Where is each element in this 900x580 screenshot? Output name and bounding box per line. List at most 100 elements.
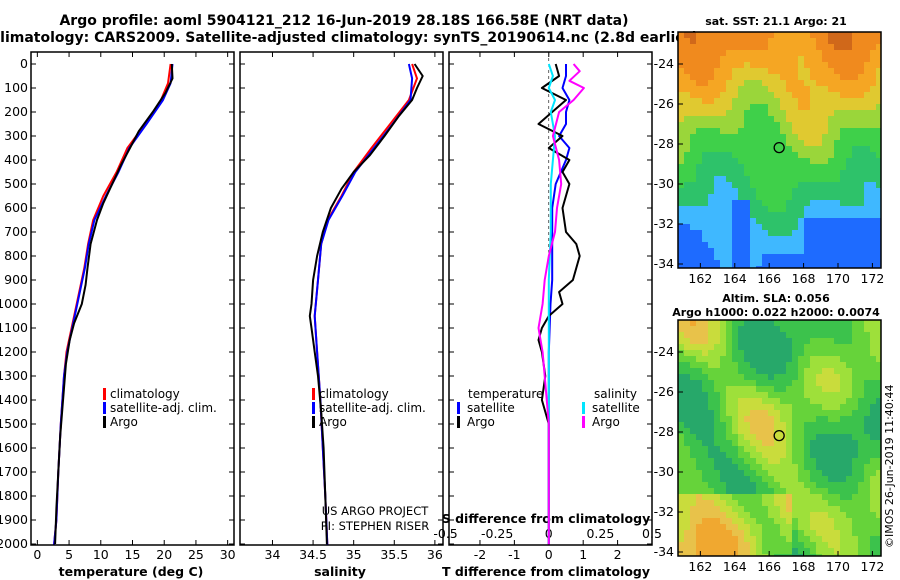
map-cell (720, 332, 727, 339)
map-cell (720, 206, 727, 213)
map-cell (786, 266, 793, 268)
map-cell (738, 170, 745, 177)
map-cell (684, 428, 691, 435)
map-cell (714, 110, 721, 117)
map-cell (702, 242, 709, 249)
map-cell (720, 392, 727, 399)
map-cell (702, 182, 709, 189)
map-cell (876, 344, 881, 351)
map-cell (864, 128, 871, 135)
map-cell (816, 416, 823, 423)
map-cell (870, 128, 877, 135)
map-cell (840, 224, 847, 231)
map-cell (714, 218, 721, 225)
map-cell (846, 224, 853, 231)
map-cell (828, 116, 835, 123)
map-cell (810, 116, 817, 123)
map-cell (876, 338, 881, 345)
map-cell (756, 482, 763, 489)
map-cell (846, 530, 853, 537)
map-cell (732, 392, 739, 399)
map-cell (708, 326, 715, 333)
y-tick-label: 100 (4, 80, 28, 95)
map-cell (762, 320, 769, 327)
map-cell (876, 134, 881, 141)
map-cell (870, 410, 877, 417)
map-cell (834, 116, 841, 123)
map-cell (708, 392, 715, 399)
map-cell (678, 548, 685, 555)
map-cell (696, 482, 703, 489)
map-cell (834, 230, 841, 237)
map-cell (780, 350, 787, 357)
map-cell (870, 326, 877, 333)
map-cell (744, 536, 751, 543)
map-cell (732, 482, 739, 489)
map-cell (768, 404, 775, 411)
map-cell (846, 356, 853, 363)
map-y-tick-label: -28 (654, 424, 674, 439)
map-cell (750, 236, 757, 243)
map-cell (864, 98, 871, 105)
map-cell (684, 188, 691, 195)
map-cell (714, 254, 721, 261)
map-cell (732, 530, 739, 537)
legend-label: Argo (110, 415, 138, 429)
map-cell (810, 218, 817, 225)
map-cell (690, 344, 697, 351)
map-cell (750, 458, 757, 465)
map-cell (702, 404, 709, 411)
map-cell (810, 194, 817, 201)
map-cell (864, 212, 871, 219)
map-cell (702, 434, 709, 441)
map-cell (798, 356, 805, 363)
map-cell (678, 482, 685, 489)
map-cell (726, 224, 733, 231)
map-cell (696, 200, 703, 207)
map-cell (756, 200, 763, 207)
map-cell (852, 338, 859, 345)
map-cell (684, 458, 691, 465)
map-cell (798, 500, 805, 507)
map-cell (762, 92, 769, 99)
map-cell (690, 362, 697, 369)
map-cell (822, 50, 829, 57)
map-cell (750, 500, 757, 507)
map-cell (732, 380, 739, 387)
map-cell (876, 350, 881, 357)
map-cell (792, 116, 799, 123)
map-cell (690, 350, 697, 357)
map-cell (828, 422, 835, 429)
map-cell (810, 440, 817, 447)
map-cell (762, 332, 769, 339)
map-cell (816, 122, 823, 129)
map-cell (684, 338, 691, 345)
map-cell (750, 422, 757, 429)
map-cell (720, 416, 727, 423)
map-cell (714, 500, 721, 507)
map-cell (792, 50, 799, 57)
map-cell (870, 386, 877, 393)
map-cell (702, 536, 709, 543)
map-cell (714, 206, 721, 213)
map-cell (852, 140, 859, 147)
map-cell (684, 104, 691, 111)
map-cell (720, 92, 727, 99)
map-cell (804, 62, 811, 69)
map-cell (822, 380, 829, 387)
map-cell (852, 92, 859, 99)
map-cell (870, 224, 877, 231)
map-cell (678, 182, 685, 189)
map-cell (708, 218, 715, 225)
map-cell (690, 248, 697, 255)
map-cell (780, 182, 787, 189)
map-cell (774, 536, 781, 543)
map-cell (798, 212, 805, 219)
map-cell (756, 158, 763, 165)
map-cell (714, 554, 721, 556)
map-cell (732, 218, 739, 225)
map-cell (786, 128, 793, 135)
map-cell (726, 452, 733, 459)
map-cell (732, 68, 739, 75)
map-cell (720, 164, 727, 171)
